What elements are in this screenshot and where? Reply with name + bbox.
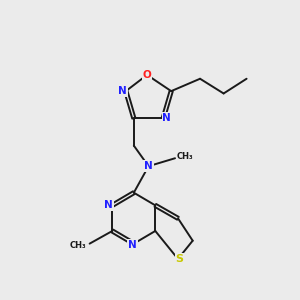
Text: N: N xyxy=(118,86,127,96)
Text: N: N xyxy=(128,240,137,250)
Text: N: N xyxy=(104,200,113,210)
Text: S: S xyxy=(176,254,183,264)
Text: N: N xyxy=(162,113,171,123)
Text: CH₃: CH₃ xyxy=(176,152,193,161)
Text: CH₃: CH₃ xyxy=(70,241,86,250)
Text: O: O xyxy=(143,70,152,80)
Text: N: N xyxy=(144,161,153,171)
